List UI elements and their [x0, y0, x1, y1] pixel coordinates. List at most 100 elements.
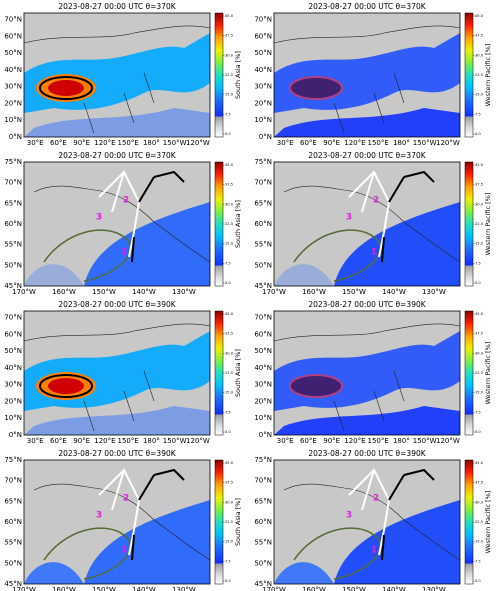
- lon-tick-label: 120°W: [186, 139, 210, 147]
- lon-tick-label: 130°W: [422, 586, 446, 591]
- colorbar-tick-label: 7.5: [475, 559, 481, 563]
- lon-tick-label: 150°E: [118, 437, 139, 445]
- lat-tick-label: 75°N: [4, 158, 22, 166]
- colorbar-tick-label: 45.0: [225, 14, 234, 18]
- lon-tick-label: 120°W: [436, 437, 460, 445]
- lon-tick-label: 120°E: [344, 139, 365, 147]
- lon-tick-label: 150°W: [342, 288, 366, 296]
- lon-tick-label: 150°W: [342, 586, 366, 591]
- lon-tick-label: 170°W: [12, 586, 36, 591]
- lon-tick-label: 140°W: [382, 586, 406, 591]
- colorbar-tick-label: 37.5: [225, 481, 233, 485]
- colorbar-tick-label: 30.0: [475, 202, 484, 206]
- map-frame: [23, 459, 211, 585]
- colorbar: [214, 459, 224, 585]
- colorbar-tick-label: 7.5: [225, 559, 231, 563]
- lon-tick-label: 130°W: [172, 288, 196, 296]
- panel: 2023-08-27 00:00 UTC θ=370K 0°N 10°N 20°N 30…: [254, 2, 492, 147]
- colorbar-tick-label: 30.0: [225, 500, 234, 504]
- lat-tick-label: 45°N: [4, 282, 22, 290]
- lat-tick-label: 60°N: [254, 32, 272, 40]
- lat-tick-label: 70°N: [4, 16, 22, 24]
- panel: 2023-08-27 00:00 UTC θ=390K 3 2 1 45°N 50°N 55…: [4, 449, 242, 591]
- contour: [293, 229, 382, 282]
- tracer-field: [24, 264, 84, 286]
- lon-tick-label: 180°: [143, 139, 160, 147]
- colorbar-label: South Asia [%]: [234, 498, 242, 546]
- colorbar-tick-label: 45.0: [475, 312, 484, 316]
- lat-tick-label: 60°N: [254, 518, 272, 526]
- lat-tick-label: 65°N: [254, 199, 272, 207]
- colorbar-tick-label: 15.0: [475, 93, 484, 97]
- lon-tick-label: 160°W: [52, 586, 76, 591]
- colorbar-tick-label: 37.5: [475, 481, 483, 485]
- lat-tick-label: 60°N: [4, 220, 22, 228]
- lat-tick-label: 70°N: [254, 16, 272, 24]
- lat-tick-label: 70°N: [254, 179, 272, 187]
- panel-title: 2023-08-27 00:00 UTC θ=390K: [308, 300, 426, 309]
- lon-tick-label: 30°E: [27, 139, 44, 147]
- lon-tick-label: 90°E: [73, 139, 90, 147]
- contour: [293, 527, 382, 580]
- lon-tick-label: 150°W: [92, 586, 116, 591]
- tracer-field: [24, 562, 84, 584]
- colorbar: [464, 161, 474, 287]
- map-frame: [273, 310, 461, 436]
- lat-tick-label: 50°N: [4, 49, 22, 57]
- lat-tick-label: 45°N: [254, 282, 272, 290]
- colorbar: [464, 310, 474, 436]
- route-label: 3: [346, 511, 352, 521]
- lat-tick-label: 0°N: [9, 431, 22, 439]
- lon-tick-label: 140°W: [132, 288, 156, 296]
- lon-tick-label: 60°E: [50, 139, 67, 147]
- route-label: 2: [373, 494, 379, 504]
- colorbar-tick-label: 37.5: [225, 332, 233, 336]
- colorbar-label: Western Pacific [%]: [484, 491, 492, 554]
- panel: 2023-08-27 00:00 UTC θ=370K 3 2 1 45°N 50°N 55…: [4, 151, 242, 296]
- lat-tick-label: 50°N: [4, 559, 22, 567]
- lon-tick-label: 60°E: [300, 139, 317, 147]
- lat-tick-label: 55°N: [254, 241, 272, 249]
- route-label: 2: [373, 196, 379, 206]
- lon-tick-label: 150°W: [413, 437, 437, 445]
- colorbar-tick-label: 15.0: [475, 242, 484, 246]
- coastline: [33, 483, 211, 561]
- lat-tick-label: 20°N: [254, 99, 272, 107]
- colorbar-tick-label: 22.5: [225, 222, 233, 226]
- lon-tick-label: 150°W: [413, 139, 437, 147]
- coastline: [283, 185, 461, 263]
- colorbar-tick-label: 45.0: [225, 163, 234, 167]
- lat-tick-label: 60°N: [254, 220, 272, 228]
- flight-track: [381, 170, 435, 263]
- lon-tick-label: 130°W: [172, 586, 196, 591]
- colorbar-tick-label: 7.5: [475, 261, 481, 265]
- colorbar-tick-label: 0.0: [475, 430, 481, 434]
- flight-track: [131, 170, 185, 263]
- lat-tick-label: 65°N: [4, 497, 22, 505]
- colorbar-tick-label: 15.0: [475, 540, 484, 544]
- lat-tick-label: 50°N: [254, 559, 272, 567]
- coastline: [23, 323, 211, 432]
- lon-tick-label: 170°W: [12, 288, 36, 296]
- route-label: 2: [123, 494, 129, 504]
- colorbar: [214, 12, 224, 138]
- lon-tick-label: 90°E: [323, 139, 340, 147]
- colorbar-tick-label: 7.5: [475, 112, 481, 116]
- lat-tick-label: 55°N: [4, 241, 22, 249]
- colorbar-tick-label: 37.5: [475, 34, 483, 38]
- route-label: 1: [121, 546, 127, 556]
- lon-tick-label: 150°W: [163, 139, 187, 147]
- coastline: [273, 323, 461, 432]
- colorbar-tick-label: 45.0: [475, 461, 484, 465]
- lat-tick-label: 55°N: [4, 539, 22, 547]
- lat-tick-label: 40°N: [254, 66, 272, 74]
- panel: 2023-08-27 00:00 UTC θ=390K 0°N 10°N 20°N 30…: [254, 300, 492, 445]
- lat-tick-label: 70°N: [4, 179, 22, 187]
- lat-tick-label: 60°N: [4, 518, 22, 526]
- lat-tick-label: 0°N: [259, 431, 272, 439]
- colorbar-tick-label: 45.0: [225, 312, 234, 316]
- lat-tick-label: 20°N: [254, 397, 272, 405]
- colorbar-tick-label: 7.5: [475, 410, 481, 414]
- panel: 2023-08-27 00:00 UTC θ=390K 3 2 1 45°N 50°N 55…: [254, 449, 492, 591]
